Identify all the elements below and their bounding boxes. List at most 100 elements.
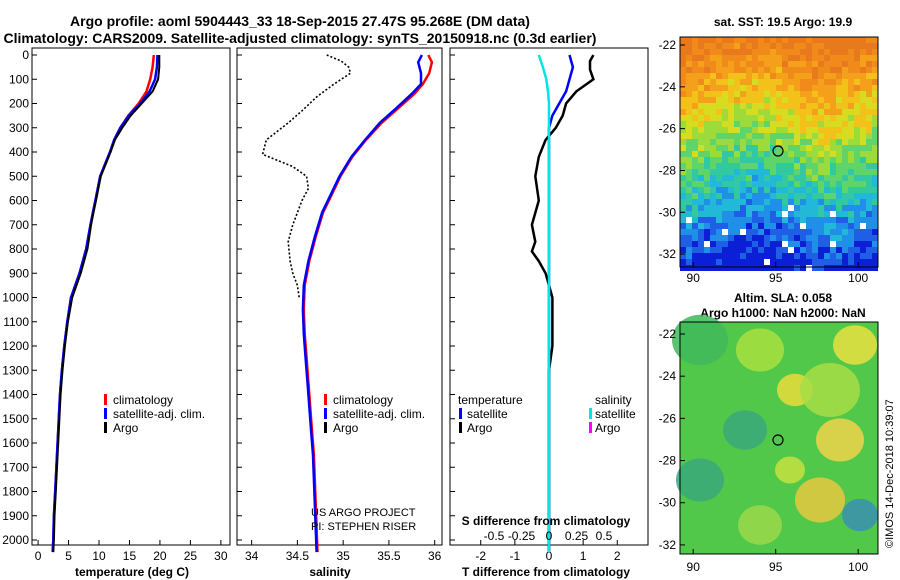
sst-cell xyxy=(680,223,686,229)
sst-cell xyxy=(740,85,746,91)
sst-cell xyxy=(794,67,800,73)
sst-cell xyxy=(770,187,776,193)
sst-cell xyxy=(848,241,854,247)
sst-cell xyxy=(746,43,752,49)
sst-cell xyxy=(704,103,710,109)
x-tick-label: 0 xyxy=(35,549,42,563)
sst-cell xyxy=(806,73,812,79)
sst-cell xyxy=(866,133,872,139)
sst-cell xyxy=(716,205,722,211)
sst-cell xyxy=(770,157,776,163)
sst-cell xyxy=(824,205,830,211)
sst-cell xyxy=(812,37,818,43)
sst-cell xyxy=(818,187,824,193)
sst-cell xyxy=(842,229,848,235)
sal-legend-climatology: climatology xyxy=(333,393,393,407)
sst-cell xyxy=(854,253,860,259)
sst-cell xyxy=(686,133,692,139)
sla-map-image xyxy=(672,314,878,554)
sst-cell xyxy=(788,175,794,181)
salinity-xlabel: salinity xyxy=(309,565,351,579)
sst-cell xyxy=(698,211,704,217)
s-difference-label: S difference from climatology xyxy=(462,514,631,528)
sst-cell xyxy=(710,193,716,199)
sst-cell xyxy=(842,91,848,97)
sst-cell xyxy=(800,259,806,265)
sst-cell xyxy=(830,247,836,253)
sst-cell xyxy=(770,181,776,187)
sst-cell xyxy=(758,229,764,235)
sst-cell xyxy=(848,37,854,43)
sst-cell xyxy=(680,103,686,109)
sst-cell xyxy=(716,127,722,133)
sst-map-axes: -22 -24 -26 -28 -30 -32 90 95 100 xyxy=(659,38,869,285)
sst-cell xyxy=(692,97,698,103)
sst-cell xyxy=(716,193,722,199)
sst-cell xyxy=(770,169,776,175)
sst-cell xyxy=(734,127,740,133)
sst-cell xyxy=(728,163,734,169)
sst-cell xyxy=(734,145,740,151)
sst-cell xyxy=(710,151,716,157)
s-tick-label: -0.25 xyxy=(508,529,536,543)
sla-anomaly-blob xyxy=(723,410,767,450)
sst-cell xyxy=(758,49,764,55)
sst-cell xyxy=(764,205,770,211)
sla-anomaly-blob xyxy=(672,314,728,366)
sst-cell xyxy=(704,109,710,115)
sst-cell xyxy=(698,67,704,73)
sst-cell xyxy=(722,217,728,223)
sst-cell xyxy=(836,139,842,145)
depth-tick-label: 200 xyxy=(9,97,29,111)
sst-cell xyxy=(722,91,728,97)
sst-cell xyxy=(860,229,866,235)
sst-cell xyxy=(812,139,818,145)
sst-cell xyxy=(782,115,788,121)
sst-cell xyxy=(722,61,728,67)
sst-cell xyxy=(860,175,866,181)
sst-cell xyxy=(764,181,770,187)
sst-cell xyxy=(794,217,800,223)
sst-cell xyxy=(686,79,692,85)
sst-cell xyxy=(770,259,776,265)
sst-cell xyxy=(710,79,716,85)
sst-cell xyxy=(842,253,848,259)
sst-cell xyxy=(800,181,806,187)
sst-cell xyxy=(800,199,806,205)
sst-cell xyxy=(704,115,710,121)
map-x-tick-label: 90 xyxy=(687,271,701,285)
sst-cell xyxy=(740,103,746,109)
sst-cell xyxy=(860,115,866,121)
depth-tick-label: 1400 xyxy=(2,388,29,402)
sst-cell xyxy=(680,175,686,181)
sst-cell xyxy=(692,109,698,115)
sst-cell xyxy=(788,187,794,193)
sst-cell xyxy=(824,187,830,193)
sst-cell xyxy=(794,265,800,271)
sst-cell xyxy=(722,253,728,259)
sst-cell xyxy=(800,79,806,85)
map-y-tick-label: -28 xyxy=(659,163,677,177)
sst-cell xyxy=(782,103,788,109)
sst-cell xyxy=(788,73,794,79)
sst-cell xyxy=(758,121,764,127)
sst-cell xyxy=(776,55,782,61)
sst-cell xyxy=(728,253,734,259)
sst-cell xyxy=(806,157,812,163)
sst-cell xyxy=(866,217,872,223)
sst-cell xyxy=(788,199,794,205)
sst-cell xyxy=(854,91,860,97)
sst-cell xyxy=(722,37,728,43)
sst-cell xyxy=(698,151,704,157)
sst-cell xyxy=(746,55,752,61)
sst-cell xyxy=(824,145,830,151)
temperature-panel: 0100200300400500600700800900100011001200… xyxy=(2,47,231,579)
depth-tick-label: 500 xyxy=(9,169,29,183)
sst-cell xyxy=(830,67,836,73)
sst-cell xyxy=(842,115,848,121)
sst-cell xyxy=(752,169,758,175)
sst-cell xyxy=(758,241,764,247)
sst-cell xyxy=(812,73,818,79)
sla-map-panel: Altim. SLA: 0.058 Argo h1000: NaN h2000:… xyxy=(659,291,879,574)
sst-cell xyxy=(722,109,728,115)
